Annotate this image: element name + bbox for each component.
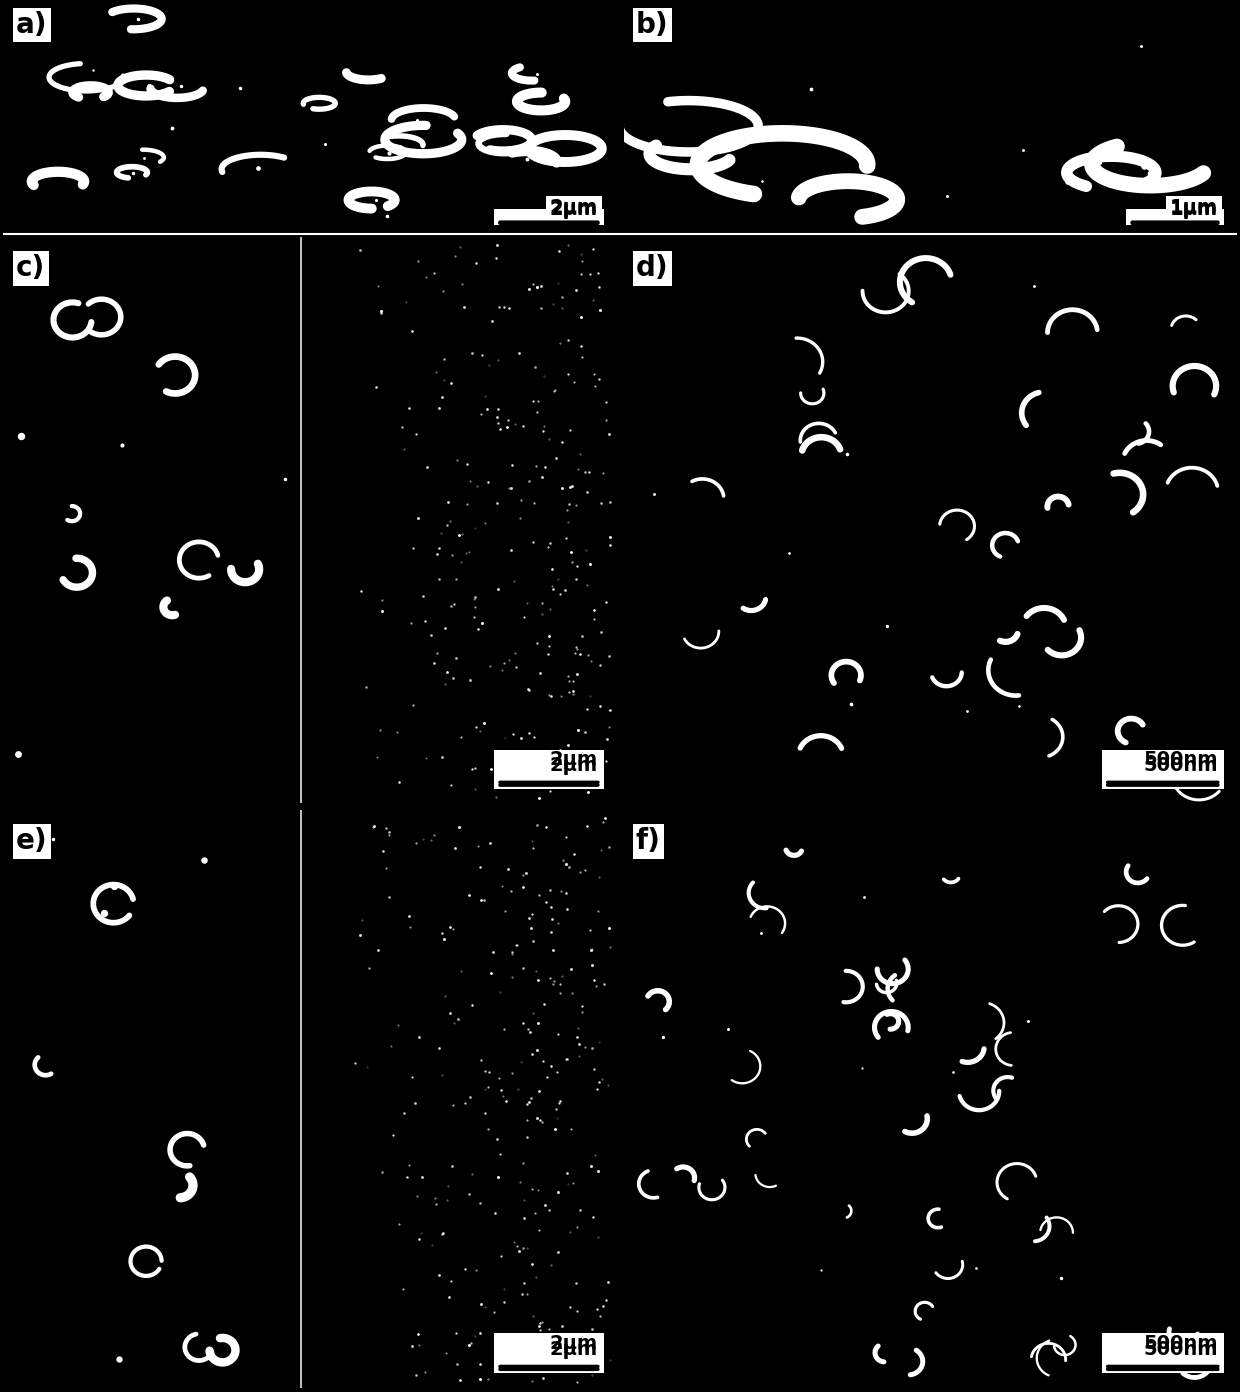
- Text: 2μm: 2μm: [549, 756, 598, 775]
- Text: 2μm: 2μm: [549, 750, 598, 770]
- FancyBboxPatch shape: [494, 749, 604, 789]
- Text: e): e): [16, 827, 47, 856]
- Text: 2μm: 2μm: [549, 1340, 598, 1359]
- Text: 2μm: 2μm: [549, 1334, 598, 1353]
- Text: c): c): [16, 255, 45, 283]
- Text: d): d): [636, 255, 668, 283]
- Text: 500nm: 500nm: [1143, 1334, 1218, 1353]
- FancyBboxPatch shape: [1126, 209, 1224, 226]
- FancyBboxPatch shape: [1101, 749, 1224, 789]
- Text: 1μm: 1μm: [1169, 200, 1218, 219]
- Text: 2μm: 2μm: [549, 198, 598, 217]
- Text: 500nm: 500nm: [1143, 1340, 1218, 1359]
- Text: a): a): [16, 11, 47, 39]
- Text: f): f): [636, 827, 661, 856]
- Text: 1μm: 1μm: [1169, 198, 1218, 217]
- FancyBboxPatch shape: [1101, 1334, 1224, 1374]
- FancyBboxPatch shape: [494, 1334, 604, 1374]
- Text: b): b): [636, 11, 668, 39]
- Text: 500nm: 500nm: [1143, 750, 1218, 770]
- Text: 2μm: 2μm: [549, 200, 598, 219]
- FancyBboxPatch shape: [494, 209, 604, 226]
- Text: 500nm: 500nm: [1143, 756, 1218, 775]
